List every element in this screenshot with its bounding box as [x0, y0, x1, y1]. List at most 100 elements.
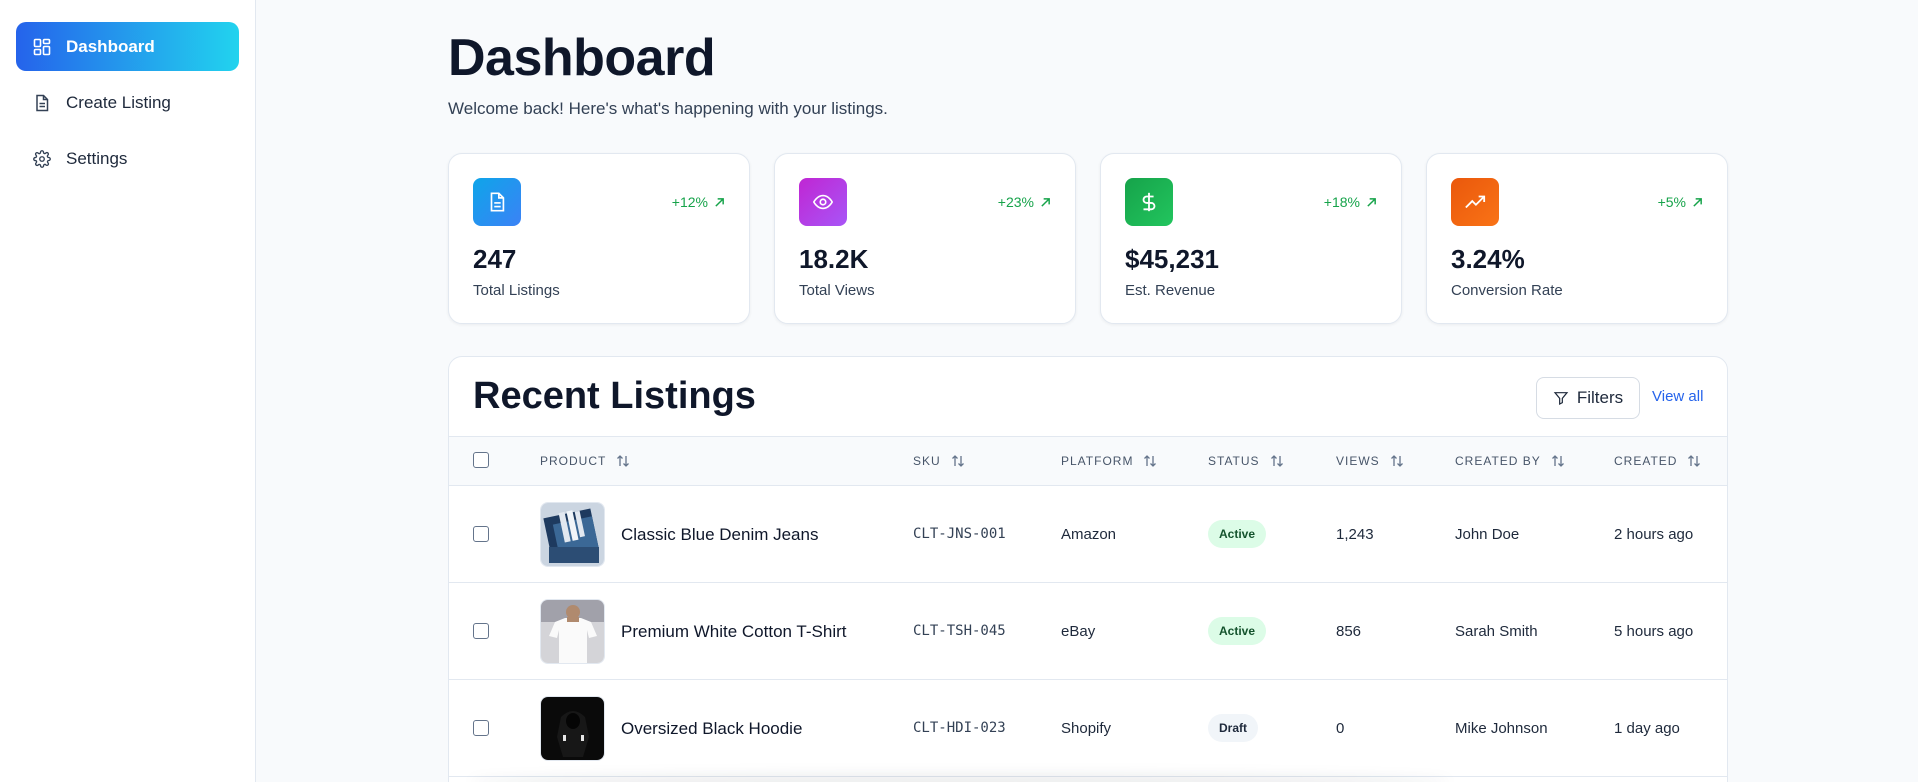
- arrow-up-right-icon: [1040, 197, 1051, 208]
- stat-change-value: +23%: [997, 194, 1034, 210]
- sort-icon: [1390, 454, 1404, 468]
- filters-button[interactable]: Filters: [1536, 377, 1640, 419]
- stat-change-value: +5%: [1657, 194, 1686, 210]
- sidebar-item-settings[interactable]: Settings: [16, 134, 239, 183]
- arrow-up-right-icon: [1366, 197, 1377, 208]
- table-row[interactable]: Oversized Black Hoodie CLT-HDI-023 Shopi…: [449, 680, 1727, 777]
- file-icon: [32, 93, 52, 113]
- views-cell: 856: [1336, 623, 1362, 640]
- eye-icon: [799, 178, 847, 226]
- sidebar-item-dashboard[interactable]: Dashboard: [16, 22, 239, 71]
- stat-change-value: +12%: [671, 194, 708, 210]
- column-header-label: STATUS: [1208, 454, 1260, 468]
- created-by-cell: Sarah Smith: [1455, 623, 1538, 640]
- column-header-views[interactable]: VIEWS: [1336, 454, 1404, 468]
- sort-icon: [1551, 454, 1565, 468]
- column-header-platform[interactable]: PLATFORM: [1061, 454, 1157, 468]
- document-icon: [473, 178, 521, 226]
- column-header-product[interactable]: PRODUCT: [540, 454, 630, 468]
- trending-up-icon: [1451, 178, 1499, 226]
- dollar-icon: [1125, 178, 1173, 226]
- stat-value: 18.2K: [799, 244, 869, 274]
- stat-change-value: +18%: [1323, 194, 1360, 210]
- stat-label: Total Listings: [473, 282, 560, 299]
- product-name[interactable]: Classic Blue Denim Jeans: [621, 525, 819, 544]
- created-cell: 1 day ago: [1614, 720, 1680, 737]
- stat-card-total-listings: +12% 247 Total Listings: [448, 153, 750, 324]
- platform-cell: Amazon: [1061, 526, 1117, 543]
- column-header-sku[interactable]: SKU: [913, 454, 965, 468]
- page-subtitle: Welcome back! Here's what's happening wi…: [448, 99, 888, 118]
- sidebar-item-label: Dashboard: [66, 36, 155, 56]
- row-checkbox[interactable]: [473, 623, 489, 639]
- product-name[interactable]: Oversized Black Hoodie: [621, 719, 803, 738]
- table-header: PRODUCT SKU PLATFORM STATUS VIEWS CREATE…: [449, 436, 1727, 486]
- status-badge: Draft: [1208, 714, 1259, 742]
- status-badge: Active: [1208, 617, 1267, 645]
- created-by-cell: John Doe: [1455, 526, 1520, 543]
- row-checkbox[interactable]: [473, 526, 489, 542]
- column-header-label: PRODUCT: [540, 454, 607, 468]
- sort-icon: [616, 454, 630, 468]
- views-cell: 0: [1336, 720, 1345, 737]
- page-title: Dashboard: [448, 29, 716, 87]
- table-row[interactable]: Classic Blue Denim Jeans CLT-JNS-001 Ama…: [449, 486, 1727, 583]
- stat-label: Total Views: [799, 282, 875, 299]
- product-name[interactable]: Premium White Cotton T-Shirt: [621, 622, 847, 641]
- stat-change: +5%: [1658, 194, 1703, 210]
- sku-cell: CLT-JNS-001: [913, 526, 1006, 542]
- column-header-created[interactable]: CREATED: [1614, 454, 1701, 468]
- created-cell: 2 hours ago: [1614, 526, 1694, 543]
- column-header-label: VIEWS: [1336, 454, 1380, 468]
- sidebar-item-label: Create Listing: [66, 92, 171, 112]
- stat-value: $45,231: [1125, 244, 1219, 274]
- column-header-label: CREATED: [1614, 454, 1678, 468]
- product-thumbnail-hoodie: [540, 696, 605, 761]
- sort-icon: [1270, 454, 1284, 468]
- sidebar: Dashboard Create Listing Settings: [0, 0, 256, 782]
- sku-cell: CLT-TSH-045: [913, 623, 1006, 639]
- stat-change: +23%: [998, 194, 1051, 210]
- column-header-label: PLATFORM: [1061, 454, 1134, 468]
- sidebar-item-create-listing[interactable]: Create Listing: [16, 78, 239, 127]
- gear-icon: [32, 149, 52, 169]
- stat-change: +12%: [672, 194, 725, 210]
- arrow-up-right-icon: [1692, 197, 1703, 208]
- stat-label: Est. Revenue: [1125, 282, 1216, 299]
- view-all-link[interactable]: View all: [1652, 388, 1704, 405]
- stat-value: 3.24%: [1451, 244, 1525, 274]
- stat-card-conversion-rate: +5% 3.24% Conversion Rate: [1426, 153, 1728, 324]
- stat-change: +18%: [1324, 194, 1377, 210]
- select-all-checkbox[interactable]: [473, 452, 489, 468]
- sku-cell: CLT-HDI-023: [913, 720, 1006, 736]
- status-badge: Active: [1208, 520, 1267, 548]
- views-cell: 1,243: [1336, 526, 1374, 543]
- stat-label: Conversion Rate: [1451, 282, 1563, 299]
- sort-icon: [951, 454, 965, 468]
- filter-icon: [1553, 390, 1569, 406]
- sidebar-item-label: Settings: [66, 148, 128, 168]
- recent-listings-panel: Recent Listings Filters View all PRODUCT…: [448, 356, 1728, 782]
- column-header-label: SKU: [913, 454, 941, 468]
- column-header-created-by[interactable]: CREATED BY: [1455, 454, 1565, 468]
- product-thumbnail-jeans: [540, 502, 605, 567]
- table-row[interactable]: Premium White Cotton T-Shirt CLT-TSH-045…: [449, 583, 1727, 680]
- sort-icon: [1687, 454, 1701, 468]
- stat-card-est-revenue: +18% $45,231 Est. Revenue: [1100, 153, 1402, 324]
- dashboard-icon: [32, 37, 52, 57]
- floating-bar-shadow: [470, 774, 1450, 782]
- column-header-label: CREATED BY: [1455, 454, 1541, 468]
- arrow-up-right-icon: [714, 197, 725, 208]
- stat-card-total-views: +23% 18.2K Total Views: [774, 153, 1076, 324]
- product-thumbnail-tshirt: [540, 599, 605, 664]
- column-header-status[interactable]: STATUS: [1208, 454, 1284, 468]
- stat-value: 247: [473, 244, 517, 274]
- platform-cell: eBay: [1061, 623, 1096, 640]
- sort-icon: [1143, 454, 1157, 468]
- panel-title: Recent Listings: [473, 375, 756, 417]
- created-by-cell: Mike Johnson: [1455, 720, 1548, 737]
- row-checkbox[interactable]: [473, 720, 489, 736]
- platform-cell: Shopify: [1061, 720, 1112, 737]
- filters-button-label: Filters: [1576, 388, 1624, 407]
